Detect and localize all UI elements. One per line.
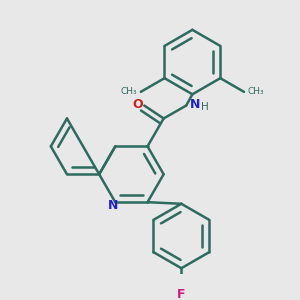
Text: N: N: [190, 98, 200, 111]
Text: O: O: [133, 98, 143, 111]
Text: CH₃: CH₃: [120, 87, 137, 96]
Text: N: N: [108, 200, 118, 212]
Text: H: H: [201, 102, 209, 112]
Text: CH₃: CH₃: [248, 87, 264, 96]
Text: F: F: [177, 288, 186, 300]
